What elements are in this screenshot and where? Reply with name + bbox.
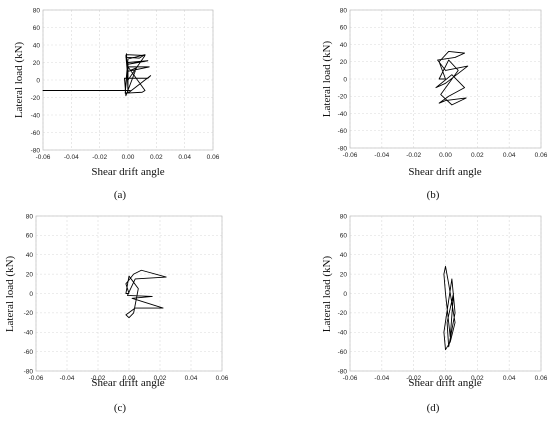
x-tick-label: 0.06 [216, 375, 229, 382]
x-tick-label: -0.02 [406, 375, 421, 382]
y-tick-label: -80 [24, 368, 34, 375]
plot-frame [42, 9, 214, 151]
y-axis-label: Lateral load (kN) [321, 255, 333, 332]
hysteresis-curve-c [125, 269, 167, 319]
plot-frame [35, 215, 223, 372]
x-tick-label: 0.00 [122, 154, 135, 161]
panel-caption: (a) [114, 189, 127, 201]
plot-frame [349, 215, 542, 372]
x-tick-label: 0.00 [439, 375, 452, 382]
y-tick-label: -20 [31, 95, 41, 102]
x-axis-label: Shear drift angle [91, 377, 164, 389]
y-tick-label: 0 [29, 291, 33, 298]
hysteresis-curve-a [42, 53, 152, 97]
y-tick-label: -40 [31, 112, 41, 119]
x-tick-label: 0.00 [439, 152, 452, 159]
y-tick-label: 40 [26, 252, 34, 259]
x-tick-label: 0.02 [471, 375, 484, 382]
y-tick-label: 60 [340, 233, 348, 240]
y-tick-label: 80 [340, 7, 348, 14]
y-axis-label: Lateral load (kN) [321, 40, 333, 117]
panel-caption: (c) [114, 402, 127, 414]
x-tick-label: 0.04 [178, 154, 191, 161]
plot-frame [349, 9, 542, 149]
y-tick-label: -60 [338, 349, 348, 356]
y-tick-label: -60 [338, 128, 348, 135]
hysteresis-curve-b [435, 50, 469, 106]
y-axis-label: Lateral load (kN) [4, 255, 16, 332]
panel-caption: (d) [427, 402, 440, 414]
x-tick-label: 0.02 [150, 154, 163, 161]
x-tick-label: 0.02 [471, 152, 484, 159]
y-tick-label: -80 [31, 147, 41, 154]
x-tick-label: -0.06 [29, 375, 44, 382]
x-tick-label: -0.04 [60, 375, 75, 382]
y-tick-label: 40 [33, 42, 41, 49]
y-tick-label: 20 [26, 271, 34, 278]
y-tick-label: -60 [31, 130, 41, 137]
x-tick-label: -0.04 [374, 375, 389, 382]
x-axis-label: Shear drift angle [91, 166, 164, 178]
y-tick-label: 80 [340, 213, 348, 220]
chart-panel-d: -0.06 -0.04 -0.02 0.00 0.02 0.04 0.06 80 60 40 20 0… [321, 213, 548, 414]
y-tick-label: 80 [33, 7, 41, 14]
y-tick-label: 40 [340, 42, 348, 49]
y-tick-label: -40 [338, 111, 348, 118]
y-tick-label: -80 [338, 145, 348, 152]
y-tick-label: 20 [340, 59, 348, 66]
y-tick-label: 60 [340, 25, 348, 32]
x-tick-label: 0.04 [185, 375, 198, 382]
x-tick-label: -0.02 [91, 375, 106, 382]
x-tick-label: -0.04 [374, 152, 389, 159]
x-axis-label: Shear drift angle [408, 166, 481, 178]
y-tick-label: -20 [338, 94, 348, 101]
y-tick-label: -60 [24, 349, 34, 356]
x-tick-label: 0.06 [207, 154, 220, 161]
x-tick-label: -0.06 [36, 154, 51, 161]
chart-panel-c: -0.06 -0.04 -0.02 0.00 0.02 0.04 0.06 80 60 40 20 0… [4, 213, 229, 414]
y-tick-label: -20 [24, 310, 34, 317]
x-tick-label: 0.04 [503, 152, 516, 159]
y-tick-label: 0 [36, 77, 40, 84]
y-tick-label: 20 [33, 60, 41, 67]
y-axis-label: Lateral load (kN) [13, 41, 25, 118]
y-tick-label: 0 [343, 291, 347, 298]
x-tick-label: 0.06 [535, 152, 548, 159]
y-tick-label: -40 [338, 330, 348, 337]
y-tick-label: 40 [340, 252, 348, 259]
x-tick-label: 0.06 [535, 375, 548, 382]
x-tick-label: -0.02 [92, 154, 107, 161]
x-tick-label: -0.04 [64, 154, 79, 161]
x-tick-label: 0.04 [503, 375, 516, 382]
y-tick-label: 60 [33, 25, 41, 32]
y-tick-label: 60 [26, 233, 34, 240]
x-tick-label: -0.02 [406, 152, 421, 159]
x-tick-label: 0.00 [123, 375, 136, 382]
chart-panel-b: -0.06 -0.04 -0.02 0.00 0.02 0.04 0.06 80 60 40 20 0… [321, 7, 548, 201]
hysteresis-curve-d [443, 265, 456, 351]
y-tick-label: -80 [338, 368, 348, 375]
chart-panel-a: -0.06 -0.04 -0.02 0.00 0.02 0.04 0.06 80 60 40 20 0… [13, 7, 220, 201]
y-tick-label: -40 [24, 330, 34, 337]
panel-caption: (b) [427, 189, 440, 201]
y-tick-label: -20 [338, 310, 348, 317]
x-tick-label: -0.06 [343, 152, 358, 159]
y-tick-label: 20 [340, 271, 348, 278]
y-tick-label: 0 [343, 76, 347, 83]
x-tick-label: 0.02 [154, 375, 167, 382]
x-axis-label: Shear drift angle [408, 377, 481, 389]
x-tick-label: -0.06 [343, 375, 358, 382]
y-tick-label: 80 [26, 213, 34, 220]
